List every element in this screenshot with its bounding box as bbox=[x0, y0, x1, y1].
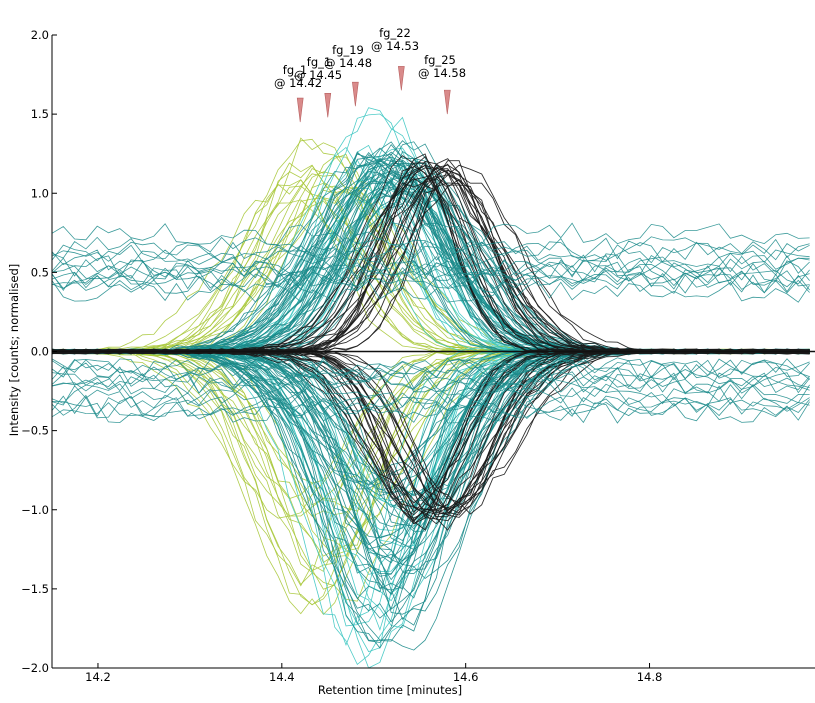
y-tick-label: 1.5 bbox=[31, 107, 49, 121]
annotation-label: fg_22 bbox=[379, 26, 411, 40]
series-line-baseline-pos-5 bbox=[51, 262, 810, 286]
y-tick-label: 0.5 bbox=[31, 265, 49, 279]
y-ticks: −2.0 −1.5 −1.0 −0.5 0.0 0.5 1.0 1.5 2.0 bbox=[21, 28, 57, 675]
y-tick-label: 2.0 bbox=[31, 28, 49, 42]
series-line-baseline-pos-8 bbox=[51, 255, 810, 279]
series-line-baseline-neg-7 bbox=[51, 395, 810, 418]
series-line-teal-pos-30 bbox=[51, 172, 810, 355]
series-line-baseline-neg-12 bbox=[51, 383, 810, 406]
peak-marker bbox=[352, 81, 359, 107]
series-line-yellowgreen-neg-11 bbox=[51, 348, 810, 564]
series-line-yellowgreen-pos-4 bbox=[51, 155, 810, 355]
series-line-teal-pos-16 bbox=[51, 172, 810, 354]
series-line-baseline-neg-11 bbox=[51, 395, 810, 419]
annotation-label: fg_19 bbox=[332, 43, 364, 57]
series-line-baseline-pos-7 bbox=[51, 279, 810, 303]
x-axis-title: Retention time [minutes] bbox=[318, 683, 462, 697]
annotation-time: @ 14.53 bbox=[371, 39, 419, 53]
annotation-label: fg_1 bbox=[283, 63, 307, 77]
series-line-cyan-neg-14 bbox=[51, 348, 810, 629]
annotation-time: @ 14.58 bbox=[418, 66, 466, 80]
annotation-time: @ 14.45 bbox=[294, 68, 342, 82]
series-line-baseline-pos-13 bbox=[51, 270, 810, 294]
series-line-baseline-neg-6 bbox=[51, 359, 810, 382]
series-line-teal-neg-24 bbox=[51, 348, 810, 566]
series-line-baseline-pos-10 bbox=[51, 240, 810, 264]
series-line-yellowgreen-neg-7 bbox=[51, 348, 810, 572]
series-line-baseline-pos-4 bbox=[51, 236, 810, 260]
annotation-time: @ 14.42 bbox=[274, 76, 322, 90]
series-line-baseline-pos-12 bbox=[51, 267, 810, 290]
series-line-baseline-pos-9 bbox=[51, 249, 810, 273]
series-line-yellowgreen-pos-13 bbox=[51, 173, 810, 354]
annotation-label: fg_25 bbox=[424, 53, 456, 67]
y-tick-label: −0.5 bbox=[21, 424, 49, 438]
x-tick-label: 14.4 bbox=[269, 670, 295, 684]
x-tick-label: 14.6 bbox=[453, 670, 479, 684]
y-axis-title: Intensity [counts; normalised] bbox=[7, 264, 21, 437]
series-line-cyan-pos-1 bbox=[51, 113, 810, 355]
series-line-baseline-pos-1 bbox=[51, 240, 810, 263]
series-line-baseline-neg-4 bbox=[51, 356, 810, 380]
x-ticks: 14.2 14.4 14.6 14.8 bbox=[85, 663, 662, 684]
x-tick-label: 14.8 bbox=[637, 670, 663, 684]
series-line-cyan-pos-3 bbox=[51, 156, 810, 354]
series-line-baseline-neg-3 bbox=[51, 372, 810, 394]
y-tick-label: −1.5 bbox=[21, 582, 49, 596]
series-line-baseline-pos-6 bbox=[51, 264, 810, 288]
x-tick-label: 14.2 bbox=[85, 670, 111, 684]
series-line-baseline-neg-9 bbox=[51, 358, 810, 381]
series-line-teal-pos-20 bbox=[51, 156, 810, 355]
peak-marker bbox=[397, 66, 405, 91]
series-line-baseline-neg-13 bbox=[51, 400, 810, 424]
series-line-baseline-pos-0 bbox=[51, 271, 810, 294]
series-line-teal-neg-23 bbox=[51, 348, 810, 577]
series-line-baseline-neg-0 bbox=[51, 365, 810, 389]
series-line-black-pos-22 bbox=[51, 155, 810, 355]
peak-marker bbox=[296, 97, 304, 123]
series-line-baseline-pos-3 bbox=[51, 222, 810, 245]
series-line-baseline-neg-2 bbox=[51, 394, 810, 418]
y-tick-label: 1.0 bbox=[31, 186, 49, 200]
y-tick-label: −2.0 bbox=[21, 661, 49, 675]
series-line-teal-neg-30 bbox=[51, 348, 810, 594]
y-tick-label: 0.0 bbox=[31, 345, 49, 359]
series-line-black-pos-4 bbox=[51, 156, 810, 355]
y-tick-label: −1.0 bbox=[21, 503, 49, 517]
annotation-label: fg_1 bbox=[307, 55, 331, 69]
annotation-time: @ 14.48 bbox=[324, 56, 372, 70]
peak-marker bbox=[324, 92, 332, 118]
series-line-baseline-pos-2 bbox=[51, 259, 810, 282]
peak-marker bbox=[443, 89, 451, 115]
series-lines bbox=[51, 107, 810, 669]
series-line-teal-neg-43 bbox=[51, 348, 810, 564]
series-line-baseline-neg-8 bbox=[51, 371, 810, 394]
